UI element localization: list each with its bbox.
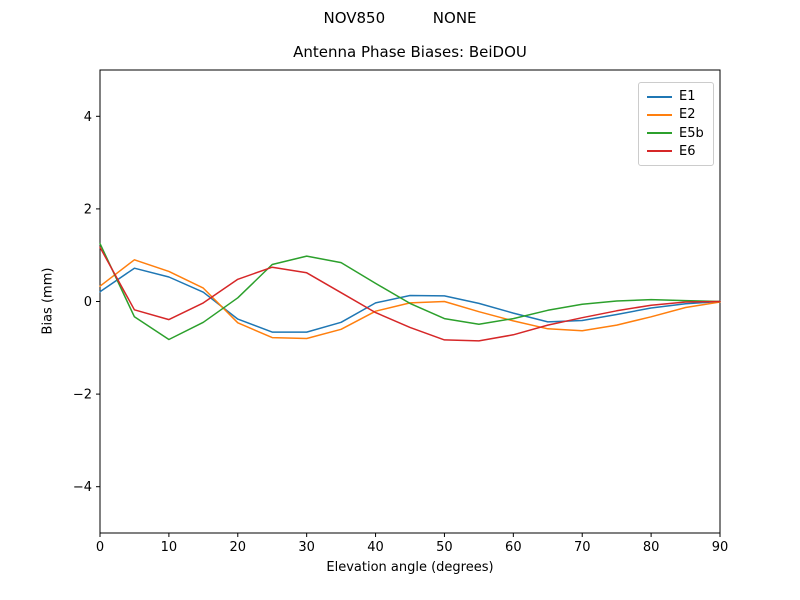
- legend-line-swatch-e5b: [647, 132, 672, 135]
- series-line-E5b: [99, 242, 721, 341]
- y-axis-label: Bias (mm): [40, 267, 56, 335]
- legend-line-swatch-e1: [647, 95, 672, 98]
- legend-item-e1: E1: [647, 88, 705, 105]
- legend-line-swatch-e2: [647, 113, 672, 116]
- legend-item-e2: E2: [647, 106, 705, 123]
- x-tick-label: 40: [367, 540, 384, 555]
- y-tick-label: 2: [84, 202, 92, 217]
- x-tick-label: 80: [643, 540, 660, 555]
- x-tick-label: 0: [96, 540, 104, 555]
- chart-title: Antenna Phase Biases: BeiDOU: [293, 43, 527, 61]
- x-tick-label: 10: [161, 540, 178, 555]
- x-tick-label: 60: [505, 540, 522, 555]
- legend-item-e5b: E5b: [647, 125, 705, 142]
- y-tick-label: 4: [84, 110, 92, 125]
- figure-suptitle: NOV850 NONE: [323, 9, 477, 27]
- legend-label-e6: E6: [679, 143, 696, 159]
- legend-label-e2: E2: [679, 107, 696, 123]
- series-line-E6: [99, 246, 721, 342]
- x-tick-label: 50: [436, 540, 453, 555]
- legend-label-e5b: E5b: [679, 125, 704, 141]
- y-tick-label: −4: [73, 480, 92, 495]
- y-tick-label: 0: [84, 295, 92, 310]
- legend-item-e6: E6: [647, 143, 705, 160]
- x-tick-label: 90: [712, 540, 729, 555]
- x-axis-label: Elevation angle (degrees): [326, 560, 494, 575]
- x-tick-label: 20: [230, 540, 247, 555]
- plot-frame: [99, 69, 721, 534]
- legend-label-e1: E1: [679, 89, 696, 104]
- y-tick-label: −2: [73, 388, 92, 403]
- legend-line-swatch-e6: [647, 150, 672, 153]
- x-tick-label: 70: [574, 540, 591, 555]
- series-line-E1: [99, 267, 721, 333]
- x-tick-label: 30: [298, 540, 315, 555]
- legend: E1 E2 E5b E6: [638, 82, 714, 166]
